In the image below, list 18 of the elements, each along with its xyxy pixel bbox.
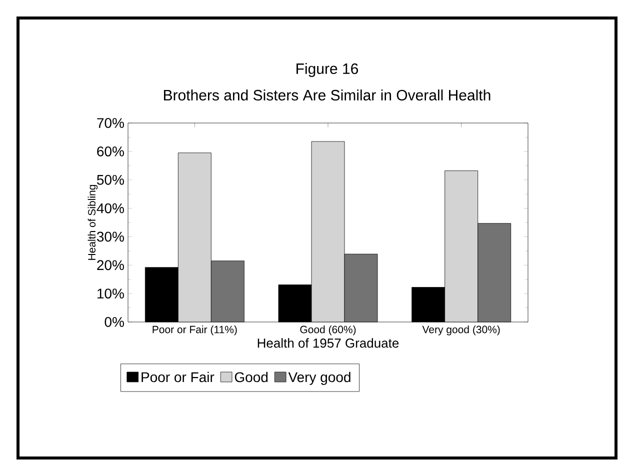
y-tick-label: 70% <box>97 118 124 128</box>
x-tick-label: Good (60%) <box>300 326 356 336</box>
y-tick-label: 20% <box>97 260 124 270</box>
x-tick-label: Poor or Fair (11%) <box>152 326 237 336</box>
y-axis-title: Health of Sibling <box>88 184 98 260</box>
y-tick-label: 0% <box>104 317 124 327</box>
y-tick-label: 40% <box>96 203 124 214</box>
y-tick-label: 30% <box>96 232 124 242</box>
y-tick-label: 50% <box>97 174 124 185</box>
x-tick-label: Very good (30%) <box>422 326 500 336</box>
y-tick-label: 60% <box>97 146 124 156</box>
legend-label: Good <box>234 372 268 382</box>
chart-title: Figure 16 <box>296 63 358 77</box>
legend-label: Very good <box>288 372 350 385</box>
x-axis-title: Health of 1957 Graduate <box>258 338 399 348</box>
legend-label: Poor or Fair <box>142 372 214 382</box>
chart-subtitle: Brothers and Sisters Are Similar in Overall Health <box>164 89 490 100</box>
y-tick-label: 10% <box>98 288 124 299</box>
